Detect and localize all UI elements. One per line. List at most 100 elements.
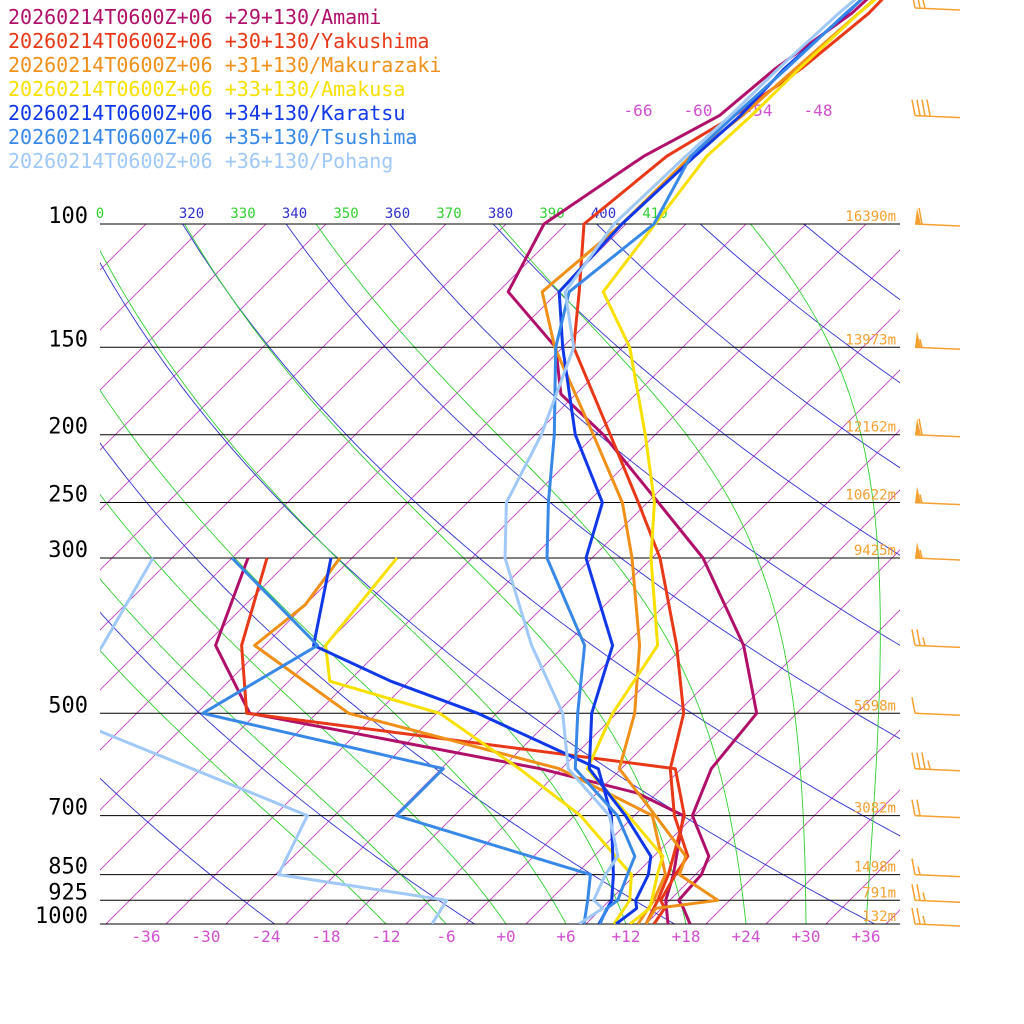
wind-barb-flag [911,799,916,816]
wind-barb-flag [911,629,916,646]
wind-barb-staff [914,899,961,904]
legend-entry: 20260214T0600Z+06 +34+130/Karatsu [8,101,405,125]
wind-barb-half-flag [917,866,921,875]
pressure-label: 850 [48,855,88,880]
wind-barb-flag [921,99,926,116]
legend-entry: 20260214T0600Z+06 +35+130/Tsushima [8,125,417,149]
wind-barb [911,629,961,649]
height-label: 3082m [854,801,896,817]
upper-isotherm-label: -60 [684,101,713,120]
isotherm-line [525,549,900,924]
legend-entry: 20260214T0600Z+06 +36+130/Pohang [8,149,393,173]
dry-adiabat-line [182,224,900,837]
theta-label: 340 [282,206,307,222]
wind-barb [911,907,961,927]
wind-barbs [911,0,961,927]
wind-barb-flag [916,907,921,925]
dewpoint-profile-line [100,557,449,924]
theta-label: 400 [591,206,616,222]
wind-barb-staff [914,712,961,717]
wind-barb-flag [911,697,916,714]
temperature-tick-label: +12 [612,927,641,946]
wind-barb [911,697,961,717]
dry-adiabat-line [867,192,1024,939]
wind-barb-half-flag [919,339,923,348]
upper-isotherm-label: -48 [804,101,833,120]
wind-barb-flag [921,752,926,769]
temperature-tick-label: +36 [852,927,881,946]
temperature-tick-label: -24 [252,927,281,946]
height-label: 791m [862,885,896,901]
height-label: 16390m [845,209,896,225]
pressure-label: 250 [48,483,88,508]
isotherm-line [765,789,900,924]
wind-barb-half-flag [922,0,926,9]
dry-adiabat-line [100,777,276,924]
wind-barb-staff [914,433,961,438]
isotherm-line [100,224,627,751]
isotherm-line [225,249,900,924]
wind-barb [914,542,961,561]
pressure-label: 925 [48,880,88,905]
wind-barb-flag [916,884,921,901]
wind-barb-flag [911,858,916,875]
isotherm-line [100,224,747,871]
theta-label: 370 [436,206,461,222]
wind-barb-half-flag [922,892,926,901]
temperature-tick-label: +18 [672,927,701,946]
wind-barb-staff [914,644,961,649]
wind-barb-flag [916,629,921,646]
theta-label: 350 [333,206,358,222]
wind-barb-staff [914,557,961,561]
temperature-profile-line [545,0,864,924]
temperature-profile-line [503,0,857,924]
moist-adiabat-lines [100,224,881,924]
dry-adiabat-line [100,611,476,924]
isotherm-line [105,224,807,924]
pressure-label: 500 [48,693,88,718]
pressure-label: 200 [48,415,88,440]
isotherm-line [825,849,900,924]
wind-barb [911,799,961,819]
theta-label: 380 [488,206,513,222]
wind-barb-staff [914,223,961,227]
dewpoint-profile-line [253,557,667,924]
theta-label: 320 [179,206,204,222]
theta-labels: 0 320 330 340 350 360 370 380 390 400 410 [96,206,668,222]
isotherm-line [585,609,900,924]
pressure-label: 700 [48,796,88,821]
pressure-label: 1000 [35,904,88,929]
wind-barb-pennant [915,208,921,224]
theta-label: 360 [385,206,410,222]
height-label: 10622m [845,488,896,504]
height-label: 1498m [854,860,896,876]
wind-barb-flag [911,99,916,116]
wind-barb-pennant [915,418,921,435]
wind-barb-staff [914,114,961,119]
sounding-profiles [100,0,884,924]
wind-barb-staff [914,923,961,927]
temperature-tick-label: +6 [556,927,575,946]
wind-barb-flag [911,884,916,901]
wind-barb-pennant [915,486,921,503]
isotherm-line [100,224,687,811]
wind-barb-flag [911,752,916,769]
temperature-profile-line [572,0,884,924]
wind-barb [914,418,961,438]
isotherm-line [885,909,900,924]
legend-entry: 20260214T0600Z+06 +33+130/Amakusa [8,77,405,101]
legend-entry: 20260214T0600Z+06 +31+130/Makurazaki [8,53,441,77]
wind-barb-flag [916,752,921,769]
height-label: 5698m [854,698,896,714]
isotherm-line [285,309,900,924]
wind-barb-flag [926,99,931,116]
wind-barb-flag [916,799,921,816]
wind-barb-flag [918,207,923,225]
wind-barb-half-flag [927,760,931,769]
isobar-lines [100,223,900,925]
dewpoint-profile-line [324,557,633,924]
theta-label: 390 [539,206,564,222]
moist-adiabat-line [100,249,627,924]
